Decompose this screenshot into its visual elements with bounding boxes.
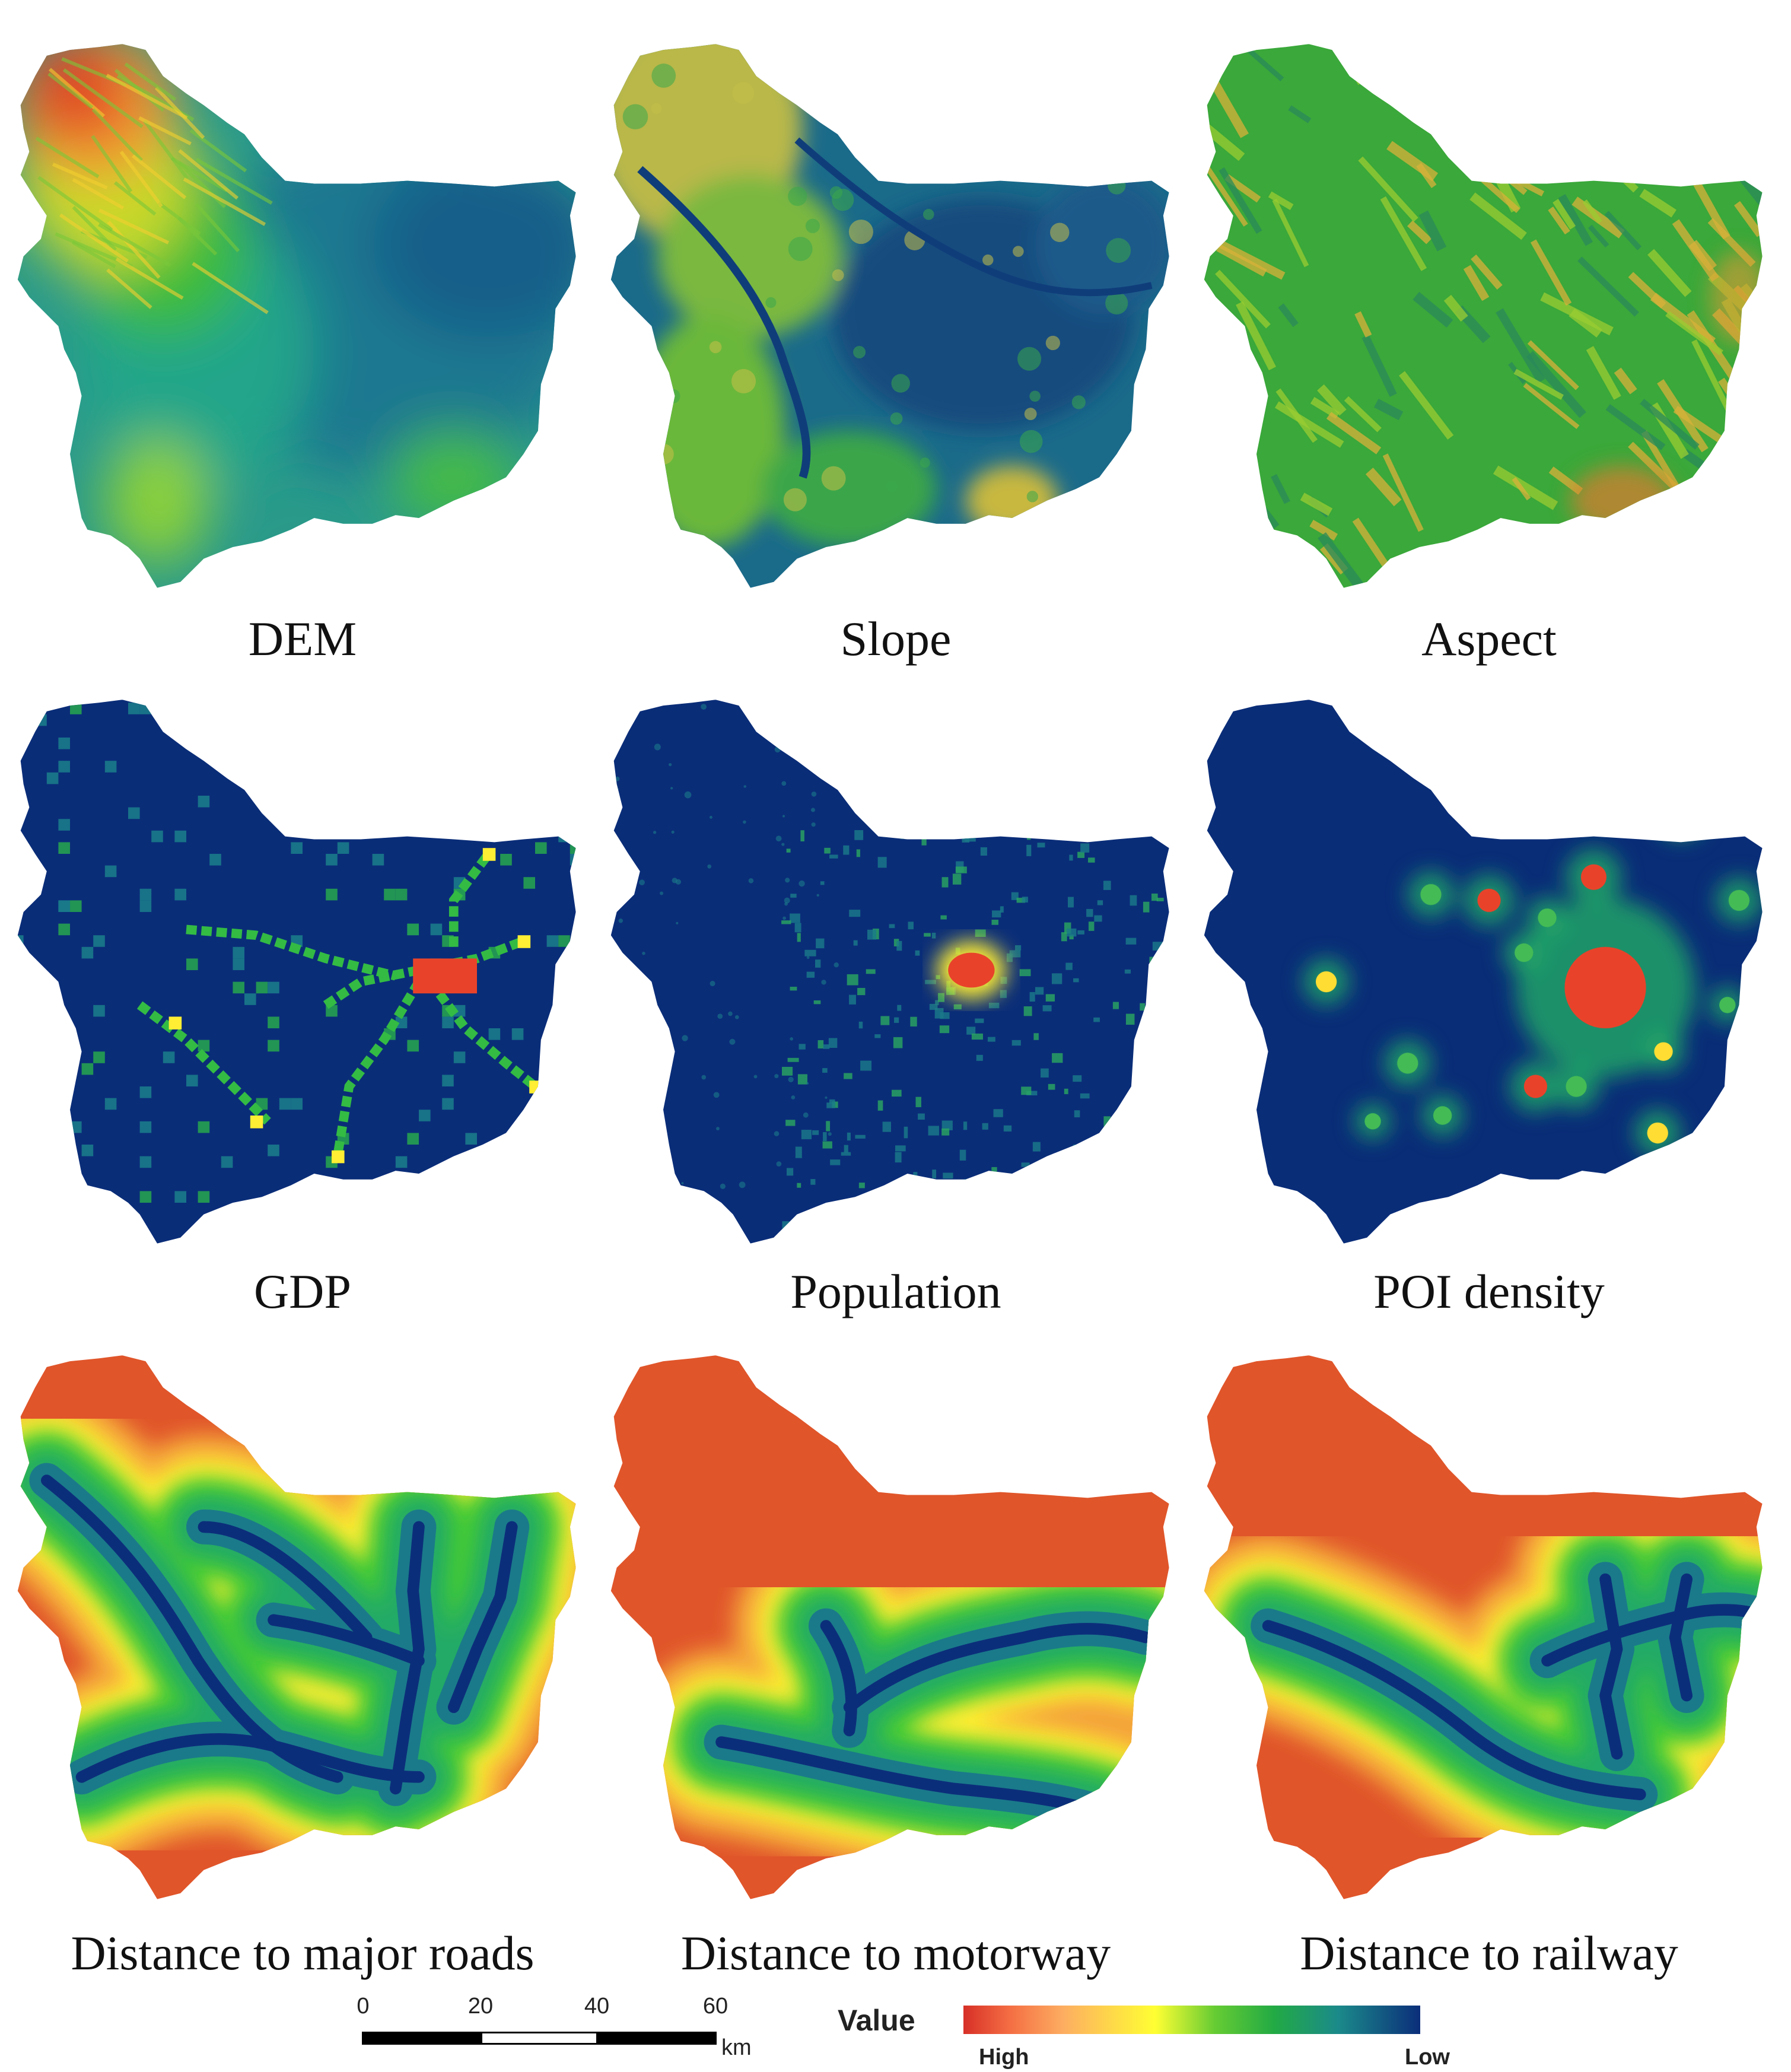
map-panel-dist-roads: Distance to major roads bbox=[12, 1326, 593, 1985]
map-panel-slope: Slope bbox=[605, 12, 1186, 670]
scale-bar: 0 20 40 60 km bbox=[332, 1994, 783, 2065]
scale-tick-60: 60 bbox=[702, 1994, 729, 2019]
map-poi bbox=[1204, 700, 1763, 1244]
scale-segment-3 bbox=[597, 2032, 717, 2045]
legend-title: Value bbox=[838, 2004, 915, 2037]
map-panel-dist-railway: Distance to railway bbox=[1198, 1326, 1780, 1985]
caption-gdp: GDP bbox=[253, 1264, 352, 1318]
legend-color-ramp bbox=[963, 2006, 1420, 2034]
caption-population: Population bbox=[790, 1264, 1001, 1318]
map-dist-railway bbox=[1204, 1355, 1763, 1899]
map-panel-population: Population bbox=[605, 670, 1186, 1329]
caption-slope: Slope bbox=[840, 612, 952, 666]
scale-tick-0: 0 bbox=[357, 1994, 370, 2019]
map-panel-dem: DEM bbox=[12, 12, 593, 670]
caption-dist-motorway: Distance to motorway bbox=[680, 1926, 1111, 1980]
caption-aspect: Aspect bbox=[1421, 612, 1557, 666]
scale-unit: km bbox=[721, 2035, 752, 2060]
scale-tick-20: 20 bbox=[467, 1994, 494, 2019]
legend-high-label: High bbox=[979, 2045, 1029, 2070]
map-dist-motorway bbox=[610, 1355, 1169, 1899]
caption-dist-railway: Distance to railway bbox=[1300, 1926, 1678, 1980]
scale-segment-2 bbox=[481, 2032, 598, 2045]
map-slope bbox=[610, 44, 1169, 588]
map-panel-gdp: GDP bbox=[12, 670, 593, 1329]
legend-low-label: Low bbox=[1405, 2045, 1450, 2070]
caption-dem: DEM bbox=[248, 612, 357, 666]
caption-poi: POI density bbox=[1373, 1264, 1605, 1318]
map-panel-dist-motorway: Distance to motorway bbox=[605, 1326, 1186, 1985]
map-gdp bbox=[17, 700, 576, 1244]
map-panel-aspect: Aspect bbox=[1198, 12, 1780, 670]
scale-segment-1 bbox=[362, 2032, 482, 2045]
map-panel-poi: POI density bbox=[1198, 670, 1780, 1329]
map-population bbox=[610, 700, 1169, 1244]
legend: Value High Low bbox=[831, 2000, 1483, 2071]
map-dem bbox=[17, 44, 576, 588]
map-dist-roads bbox=[17, 1355, 576, 1899]
map-aspect bbox=[1204, 44, 1763, 588]
caption-dist-roads: Distance to major roads bbox=[71, 1926, 535, 1980]
scale-tick-40: 40 bbox=[584, 1994, 610, 2019]
